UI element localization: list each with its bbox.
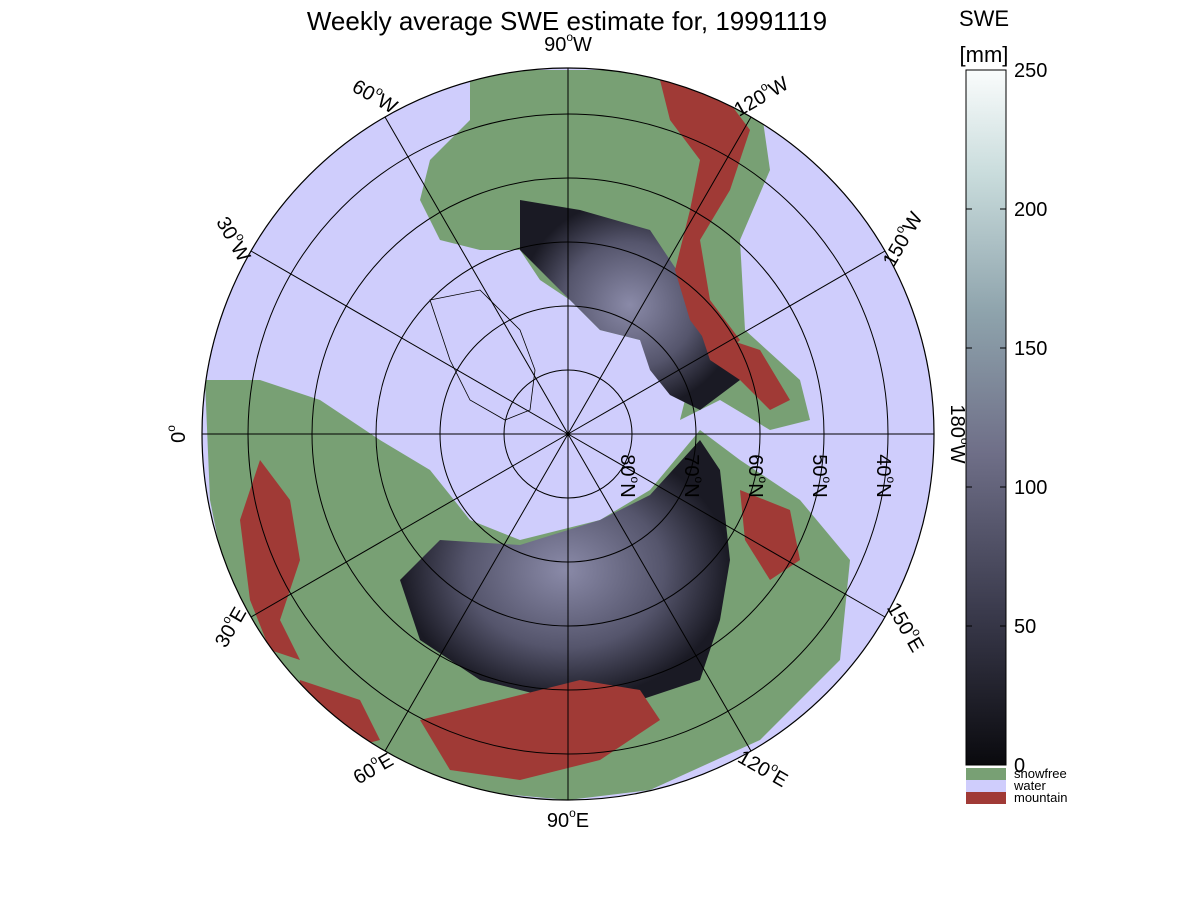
longitude-label: 30oE [208, 602, 252, 652]
meridian-line [250, 250, 569, 435]
legend-label: snowfree [1014, 766, 1067, 781]
latitude-label: 40oN [872, 454, 898, 497]
longitude-label: 0o [164, 425, 190, 443]
colorbar-ticks: 0 50 100 150 200 250 [966, 60, 1047, 777]
longitude-label: 180oW [946, 405, 972, 464]
map-border [201, 67, 935, 801]
latitude-label: 70oN [680, 454, 706, 497]
meridian-line [567, 433, 886, 618]
rockies-mountains [660, 80, 750, 360]
meridian-line [567, 250, 886, 435]
graticule [202, 68, 934, 800]
meridian-line [384, 116, 569, 435]
alaska-mountains [700, 330, 790, 410]
colorbar-tick-label: 50 [1014, 616, 1036, 638]
longitude-label: 90oW [544, 30, 592, 56]
legend-swatch [966, 780, 1006, 792]
colorbar-title-line1: SWE [959, 6, 1009, 31]
latitude-label: 80oN [616, 454, 642, 497]
colorbar-tick-label: 0 [1014, 755, 1025, 777]
meridian-line [567, 116, 752, 435]
colorbar-tick-label: 100 [1014, 477, 1047, 499]
longitude-label: 120oE [734, 743, 793, 792]
latitude-label: 50oN [808, 454, 834, 497]
colorbar: SWE [mm] 0 50 100 150 200 250 [959, 6, 1047, 777]
colorbar-gradient [965, 69, 1007, 766]
longitude-label: 120oW [729, 69, 793, 121]
figure-title: Weekly average SWE estimate for, 1999111… [307, 6, 827, 36]
meridian-line [567, 433, 752, 752]
eurasia-mountains-2 [240, 460, 300, 660]
longitude-label: 150oW [876, 206, 928, 270]
longitude-label: 90oE [547, 806, 589, 832]
meridian-line [384, 433, 569, 752]
siberia-snow [400, 440, 730, 700]
legend-swatch [966, 792, 1006, 804]
eurasia-mountains-1 [420, 680, 660, 780]
colorbar-tick-label: 250 [1014, 60, 1047, 82]
greenland [429, 289, 536, 421]
colorbar-tick-label: 150 [1014, 338, 1047, 360]
legend-label: water [1013, 778, 1046, 793]
north-america-snow [520, 200, 740, 410]
legend-label: mountain [1014, 790, 1067, 805]
longitude-label: 150oE [882, 597, 931, 656]
colorbar-tick-label: 200 [1014, 199, 1047, 221]
meridian-line [250, 433, 569, 618]
latitude-label: 60oN [744, 454, 770, 497]
latitude-labels: 80oN 70oN 60oN 50oN 40oN [616, 454, 898, 497]
eurasia-mountains-3 [740, 490, 800, 580]
legend-swatch [966, 768, 1006, 780]
colorbar-title-line2: [mm] [960, 42, 1009, 67]
